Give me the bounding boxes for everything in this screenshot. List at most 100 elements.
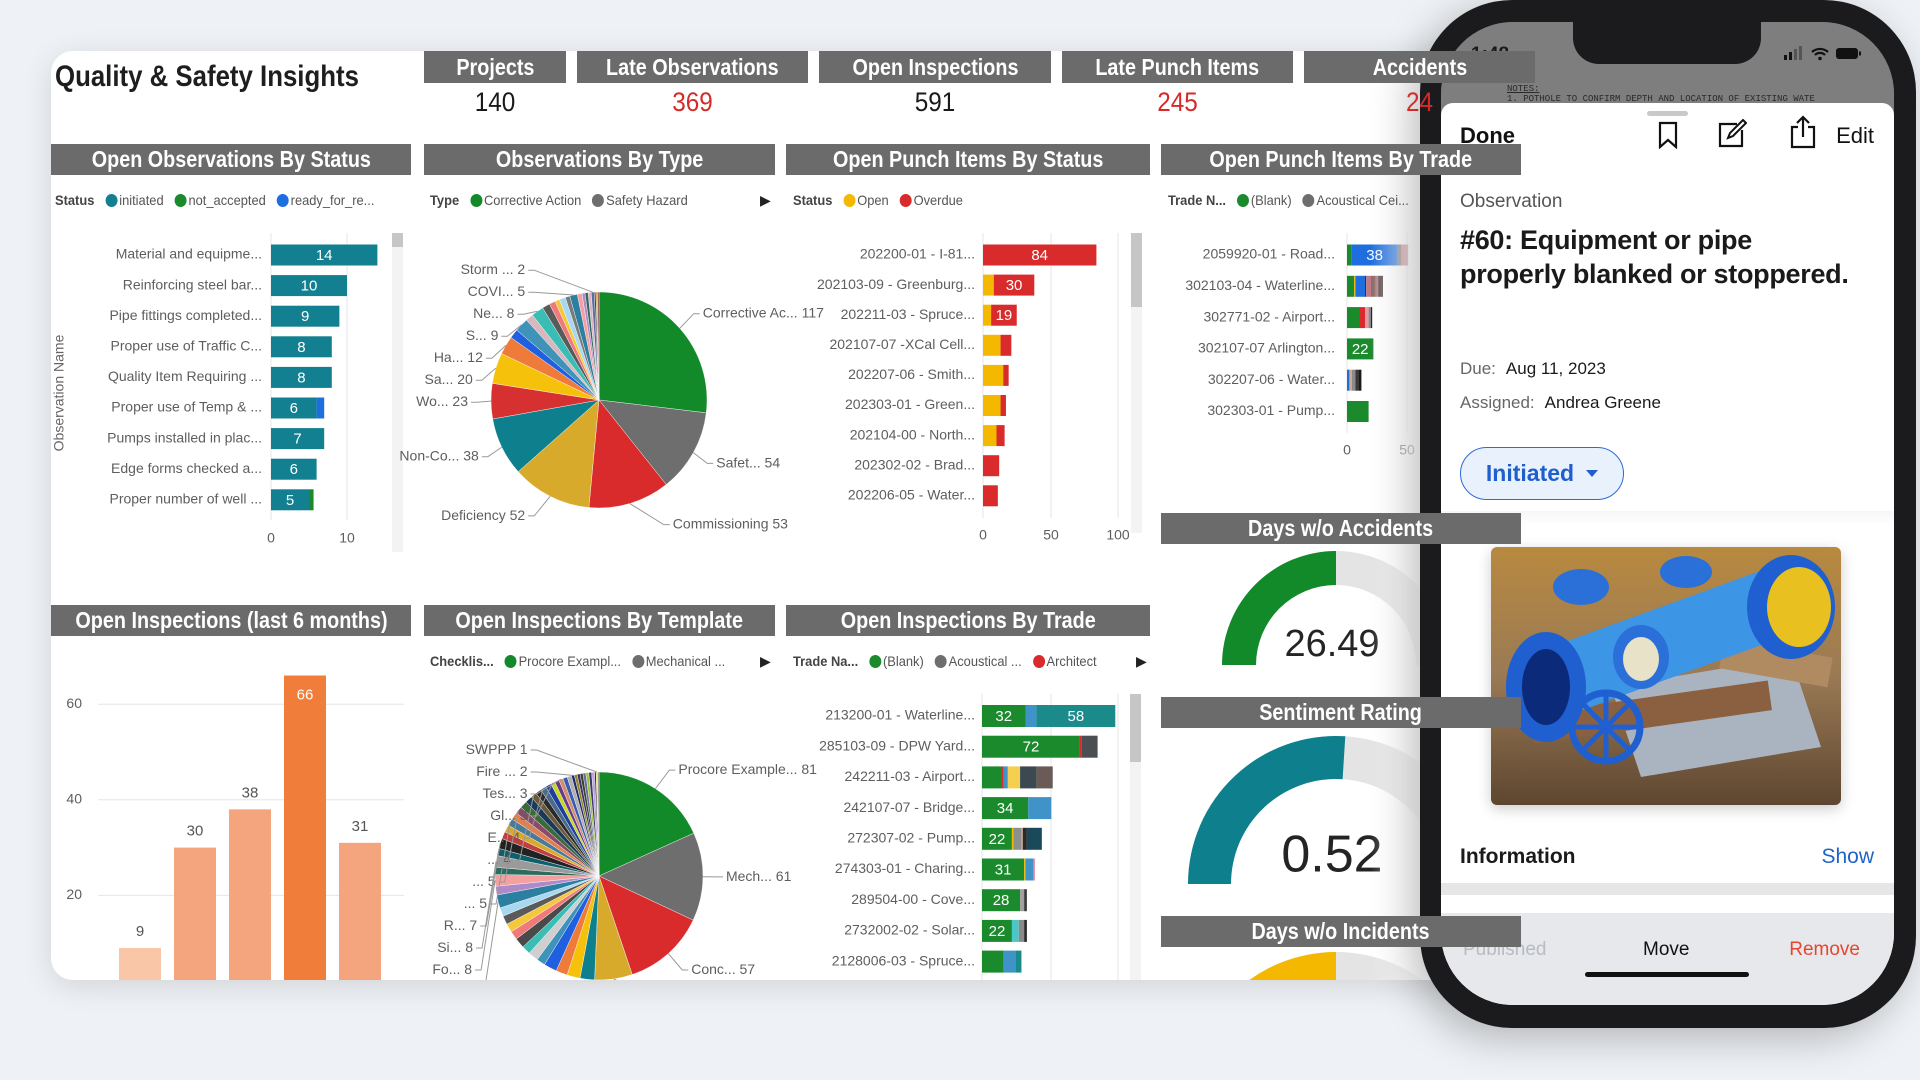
legend-item[interactable]: Open [843, 192, 889, 208]
legend-item[interactable]: initiated [105, 192, 164, 208]
show-information-link[interactable]: Show [1821, 845, 1874, 868]
bar-segment[interactable] [316, 397, 325, 419]
bar-segment[interactable] [982, 950, 1004, 973]
bar-segment[interactable] [1347, 307, 1359, 329]
bar-segment[interactable] [1079, 735, 1082, 758]
bar-segment[interactable] [1347, 244, 1352, 266]
legend-next-arrow-icon[interactable]: ▶ [760, 192, 771, 208]
legend-item[interactable]: not_accepted [174, 192, 266, 208]
bar-segment[interactable] [983, 304, 992, 326]
move-button[interactable]: Move [1643, 939, 1690, 960]
bar-segment[interactable] [1081, 735, 1098, 758]
bar-segment[interactable] [1011, 919, 1019, 942]
legend-item[interactable]: ready_for_re... [276, 192, 374, 208]
scrollbar-thumb[interactable] [1131, 233, 1142, 307]
scrollbar-thumb[interactable] [392, 233, 403, 247]
pie-slice[interactable] [588, 399, 667, 509]
pie-slice[interactable] [597, 291, 600, 401]
bar-segment[interactable] [271, 397, 317, 419]
bar-segment[interactable] [1022, 827, 1027, 850]
bar-segment[interactable] [983, 485, 998, 507]
bar-segment[interactable] [1351, 369, 1356, 391]
bar[interactable] [284, 675, 326, 991]
bar-segment[interactable] [1365, 307, 1369, 329]
bar-segment[interactable] [1024, 919, 1027, 942]
bar-segment[interactable] [993, 274, 1035, 296]
home-indicator[interactable] [1585, 972, 1749, 977]
bar-segment[interactable] [982, 705, 1026, 727]
bar-segment[interactable] [983, 425, 997, 447]
bar-segment[interactable] [1020, 889, 1025, 912]
bar-segment[interactable] [1013, 827, 1022, 850]
scrollbar-track[interactable] [1130, 694, 1141, 980]
bar-segment[interactable] [271, 458, 317, 480]
bar[interactable] [119, 947, 161, 991]
bar-segment[interactable] [1033, 858, 1036, 881]
bar[interactable] [229, 809, 271, 991]
bar-segment[interactable] [1026, 827, 1042, 850]
bar-segment[interactable] [1011, 827, 1014, 850]
bar-segment[interactable] [1016, 950, 1022, 973]
bar-segment[interactable] [1347, 401, 1369, 422]
bar-segment[interactable] [1354, 275, 1356, 297]
legend-item[interactable]: Acoustical ... [934, 653, 1022, 669]
bar[interactable] [339, 842, 381, 991]
bar-segment[interactable] [983, 364, 1004, 386]
pie-slice[interactable] [598, 875, 694, 975]
bar-segment[interactable] [1000, 395, 1006, 416]
bar-segment[interactable] [1347, 275, 1355, 297]
legend-item[interactable]: Procore Exampl... [504, 653, 621, 669]
scrollbar-thumb[interactable] [1130, 694, 1141, 762]
remove-button[interactable]: Remove [1789, 939, 1860, 960]
bar-segment[interactable] [1349, 369, 1352, 391]
pie-slice[interactable] [517, 399, 600, 508]
bar-segment[interactable] [1347, 338, 1374, 360]
bar-segment[interactable] [1018, 919, 1025, 942]
scrollbar-track[interactable] [392, 233, 403, 552]
legend-item[interactable]: Safety Hazard [592, 192, 688, 208]
bar-segment[interactable] [982, 766, 1002, 789]
bar[interactable] [174, 847, 216, 991]
bar-segment[interactable] [991, 304, 1017, 326]
bar-segment[interactable] [982, 735, 1080, 758]
bar-segment[interactable] [982, 797, 1029, 820]
bar-segment[interactable] [982, 889, 1021, 912]
bar-segment[interactable] [1366, 275, 1371, 297]
share-icon[interactable] [1789, 115, 1817, 149]
compose-icon[interactable] [1717, 119, 1747, 149]
bar-segment[interactable] [1001, 766, 1004, 789]
bar-segment[interactable] [1003, 364, 1009, 386]
bar-segment[interactable] [1355, 275, 1365, 297]
bar-segment[interactable] [1025, 858, 1034, 881]
bar-segment[interactable] [271, 275, 347, 297]
legend-item[interactable]: Overdue [899, 192, 963, 208]
bar-segment[interactable] [271, 244, 378, 266]
bar-segment[interactable] [1036, 766, 1053, 789]
bar-segment[interactable] [1021, 827, 1023, 850]
edit-button[interactable]: Edit [1836, 123, 1874, 148]
bar-segment[interactable] [1020, 766, 1037, 789]
bar-segment[interactable] [982, 858, 1025, 881]
bar-segment[interactable] [271, 428, 325, 450]
pie-slice[interactable] [598, 399, 707, 485]
pie-slice[interactable] [597, 771, 600, 877]
bar-segment[interactable] [983, 455, 1000, 477]
scrollbar-track[interactable] [1131, 233, 1142, 533]
bar-segment[interactable] [1365, 275, 1367, 297]
bar-segment[interactable] [309, 489, 314, 511]
bar-segment[interactable] [983, 334, 1001, 356]
pie-slice[interactable] [598, 771, 695, 877]
bar-segment[interactable] [1024, 889, 1027, 912]
bar-segment[interactable] [1347, 369, 1350, 391]
legend-item[interactable]: (Blank) [869, 653, 924, 669]
sheet-grabber[interactable] [1647, 111, 1688, 116]
bar-segment[interactable] [983, 244, 1097, 266]
bar-segment[interactable] [1359, 369, 1362, 391]
bar-segment[interactable] [1025, 705, 1037, 727]
bar-segment[interactable] [996, 425, 1005, 447]
bar-segment[interactable] [982, 919, 1012, 942]
pie-slice[interactable] [598, 291, 708, 414]
bar-segment[interactable] [1003, 950, 1016, 973]
bar-segment[interactable] [1000, 334, 1012, 356]
bar-segment[interactable] [1036, 705, 1116, 727]
